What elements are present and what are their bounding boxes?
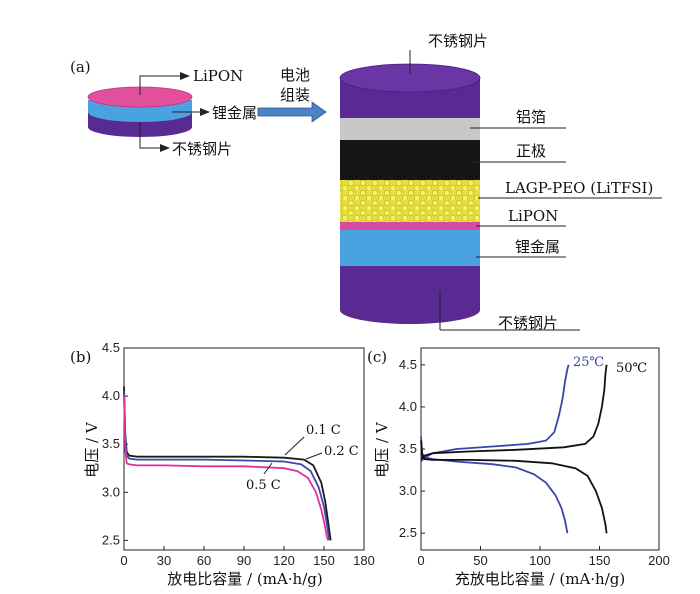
- stack-label-top-steel: 不锈钢片: [428, 32, 488, 50]
- xtick-label: 50: [473, 553, 487, 568]
- annot-50c: 50℃: [616, 361, 647, 376]
- annot-0.1c-leader: [284, 436, 305, 456]
- assembly-label-line1: 电池: [280, 66, 310, 84]
- annot-0.2c: 0.2 C: [324, 444, 359, 459]
- stack-label-bottom-steel: 不锈钢片: [498, 314, 558, 332]
- stack-label-lagp: LAGP-PEO (LiTFSI): [505, 179, 653, 197]
- panel-b-ticks: 0 30 60 90 120 150 180 2.5 3.0 3.5 4.0 4.5: [102, 340, 375, 568]
- ytick-label: 3.0: [102, 484, 120, 499]
- panel-b: (b) 0 30 60 90 120 150 180 2.5 3.0 3.5 4.0 4.5 放电比容…: [70, 340, 375, 588]
- stack-lithium: [340, 230, 480, 266]
- panel-c-label: (c): [367, 348, 387, 366]
- small-label-lithium: 锂金属: [212, 104, 257, 122]
- panel-c-ylabel: 电压 / V: [373, 421, 391, 478]
- discharge-curve-25: [420, 436, 569, 534]
- series-line-01c: [123, 386, 332, 541]
- stacked-cell: [339, 63, 481, 324]
- panel-c-xlabel: 充放电比容量 / (mA·h/g): [455, 570, 625, 588]
- stack-lagp-peo: [340, 180, 480, 222]
- xtick-label: 90: [237, 553, 251, 568]
- xtick-label: 150: [589, 553, 611, 568]
- steel-arrowhead: [160, 144, 170, 152]
- charge-curve-25: [420, 364, 570, 463]
- annot-25c: 25℃: [573, 355, 604, 370]
- annot-0.5c: 0.5 C: [246, 478, 281, 493]
- panel-b-label: (b): [70, 348, 91, 366]
- panel-c: (c) 0 50 100 150 200 2.5 3.0 3.5 4.0 4.5 充放电比容量 /…: [367, 347, 670, 588]
- ytick-label: 2.5: [399, 525, 417, 540]
- xtick-label: 0: [417, 553, 424, 568]
- xtick-label: 30: [157, 553, 171, 568]
- discharge-curve-50: [420, 440, 608, 534]
- stack-cathode: [340, 140, 480, 180]
- small-label-lipon: LiPON: [193, 67, 243, 85]
- lipon-pointer: [139, 75, 180, 95]
- annot-0.5c-leader: [263, 462, 273, 475]
- xtick-label: 150: [313, 553, 335, 568]
- xtick-label: 200: [648, 553, 670, 568]
- stack-label-al-foil: 铝箔: [516, 108, 546, 126]
- stack-label-cathode: 正极: [516, 142, 546, 160]
- ytick-label: 3.5: [102, 436, 120, 451]
- stack-lipon: [340, 222, 480, 230]
- panel-c-ticks: 0 50 100 150 200 2.5 3.0 3.5 4.0 4.5: [399, 357, 670, 568]
- panel-a-label: (a): [70, 58, 91, 76]
- panel-a: (a) LiPON 锂金属 不锈钢片 电池 组装: [70, 32, 662, 332]
- ytick-label: 3.0: [399, 483, 417, 498]
- small-label-steel: 不锈钢片: [172, 140, 232, 158]
- stack-al-foil: [340, 118, 480, 140]
- xtick-label: 0: [120, 553, 127, 568]
- xtick-label: 120: [273, 553, 295, 568]
- ytick-label: 3.5: [399, 441, 417, 456]
- panel-b-ylabel: 电压 / V: [83, 421, 101, 478]
- stack-label-lithium: 锂金属: [515, 238, 560, 256]
- panel-c-series: [420, 364, 608, 534]
- annot-0.2c-leader: [305, 452, 323, 460]
- xtick-label: 180: [353, 553, 375, 568]
- lithium-arrowhead: [200, 108, 210, 116]
- ytick-label: 2.5: [102, 532, 120, 547]
- annot-0.1c: 0.1 C: [306, 423, 341, 438]
- charge-curve-50: [420, 364, 608, 460]
- small-coin-cell: [87, 86, 193, 137]
- xtick-label: 60: [197, 553, 211, 568]
- steel-pointer: [139, 122, 160, 149]
- assembly-arrow: [257, 101, 327, 123]
- assembly-label-line2: 组装: [280, 86, 310, 104]
- series-line-02c: [123, 391, 331, 541]
- ytick-label: 4.0: [399, 399, 417, 414]
- stack-label-lipon: LiPON: [508, 207, 558, 225]
- panel-b-xlabel: 放电比容量 / (mA·h/g): [167, 570, 322, 588]
- panel-b-series: [123, 386, 332, 541]
- lipon-arrowhead: [180, 72, 190, 80]
- ytick-label: 4.5: [102, 340, 120, 355]
- ytick-label: 4.0: [102, 388, 120, 403]
- series-line-05c: [123, 396, 329, 541]
- ytick-label: 4.5: [399, 357, 417, 372]
- xtick-label: 100: [529, 553, 551, 568]
